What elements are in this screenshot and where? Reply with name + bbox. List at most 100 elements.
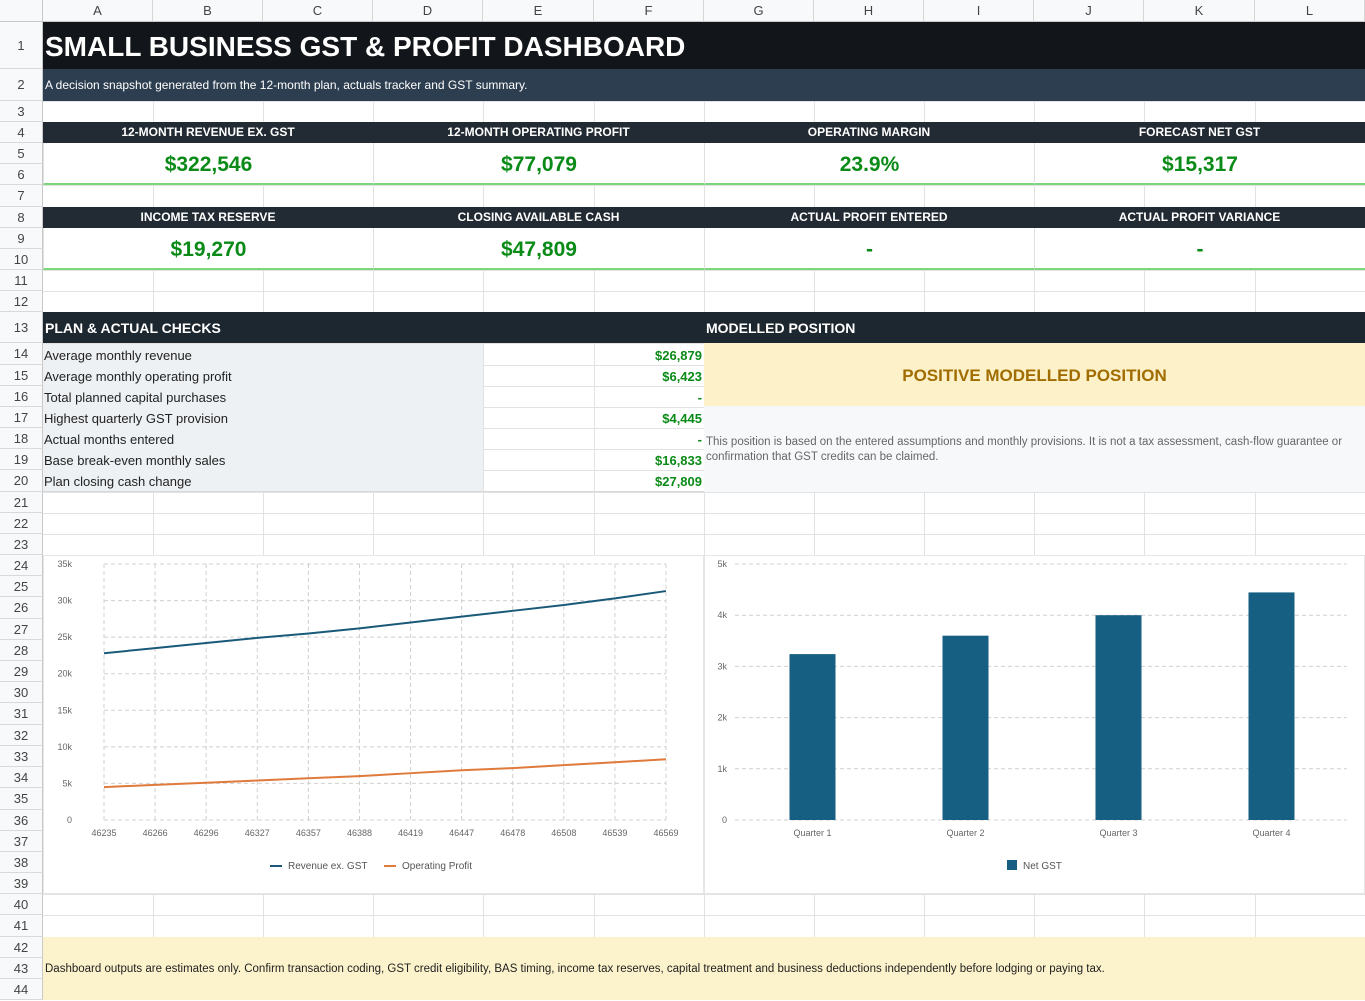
row-header-41[interactable]: 41 <box>0 915 43 937</box>
row-header-40[interactable]: 40 <box>0 894 43 915</box>
check-value-cash-change[interactable]: $27,809 <box>655 474 702 489</box>
y-tick-label: 30k <box>57 596 72 606</box>
column-header-j[interactable]: J <box>1034 0 1144 22</box>
check-label-cash-change[interactable]: Plan closing cash change <box>43 470 483 491</box>
column-gridline <box>594 22 595 1000</box>
check-label-avg-revenue[interactable]: Average monthly revenue <box>43 344 483 365</box>
row-header-14[interactable]: 14 <box>0 343 43 365</box>
x-tick-label: Quarter 4 <box>1252 828 1290 838</box>
check-label-break-even[interactable]: Base break-even monthly sales <box>43 449 483 470</box>
row-gridline <box>43 513 1365 514</box>
row-header-28[interactable]: 28 <box>0 640 43 661</box>
row-header-32[interactable]: 32 <box>0 725 43 746</box>
row-header-29[interactable]: 29 <box>0 661 43 682</box>
kpi-label-operating-margin: OPERATING MARGIN <box>704 122 1034 143</box>
row-header-17[interactable]: 17 <box>0 407 43 428</box>
check-label-quarterly-gst[interactable]: Highest quarterly GST provision <box>43 407 483 428</box>
row-header-42[interactable]: 42 <box>0 937 43 958</box>
row-header-37[interactable]: 37 <box>0 831 43 852</box>
row-header-36[interactable]: 36 <box>0 810 43 831</box>
row-header-43[interactable]: 43 <box>0 958 43 979</box>
series-line-revenue <box>103 590 667 655</box>
row-header-8[interactable]: 8 <box>0 207 43 228</box>
row-header-4[interactable]: 4 <box>0 122 43 143</box>
y-tick-label: 0 <box>722 815 727 825</box>
row-header-26[interactable]: 26 <box>0 597 43 619</box>
column-gridline <box>924 22 925 1000</box>
x-tick-label: Quarter 3 <box>1099 828 1137 838</box>
row-header-22[interactable]: 22 <box>0 513 43 534</box>
column-header-i[interactable]: I <box>924 0 1034 22</box>
bar-net-gst <box>1095 615 1142 820</box>
column-header-g[interactable]: G <box>704 0 814 22</box>
kpi-label-closing-cash: CLOSING AVAILABLE CASH <box>373 207 704 228</box>
row-header-34[interactable]: 34 <box>0 767 43 788</box>
x-tick-label: 46478 <box>500 828 525 838</box>
row-header-12[interactable]: 12 <box>0 291 43 312</box>
row-header-33[interactable]: 33 <box>0 746 43 767</box>
row-header-15[interactable]: 15 <box>0 365 43 386</box>
select-all-corner[interactable] <box>0 0 43 22</box>
row-header-25[interactable]: 25 <box>0 576 43 597</box>
row-header-38[interactable]: 38 <box>0 852 43 873</box>
check-value-actual-months[interactable]: - <box>697 432 702 447</box>
column-header-l[interactable]: L <box>1255 0 1365 22</box>
check-label-capital-purchases[interactable]: Total planned capital purchases <box>43 386 483 407</box>
row-header-6[interactable]: 6 <box>0 164 43 185</box>
check-value-avg-revenue[interactable]: $26,879 <box>655 348 702 363</box>
checks-heading: PLAN & ACTUAL CHECKS <box>43 312 704 343</box>
row-header-1[interactable]: 1 <box>0 22 43 69</box>
row-header-39[interactable]: 39 <box>0 873 43 894</box>
column-header-f[interactable]: F <box>594 0 704 22</box>
row-header-10[interactable]: 10 <box>0 249 43 270</box>
row-header-31[interactable]: 31 <box>0 703 43 725</box>
row-header-13[interactable]: 13 <box>0 312 43 343</box>
x-tick-label: 46447 <box>449 828 474 838</box>
row-header-27[interactable]: 27 <box>0 619 43 640</box>
column-header-a[interactable]: A <box>43 0 153 22</box>
column-gridline <box>1034 22 1035 1000</box>
row-header-23[interactable]: 23 <box>0 534 43 555</box>
row-gridline <box>43 101 1365 102</box>
y-tick-label: 20k <box>57 669 72 679</box>
check-label-actual-months[interactable]: Actual months entered <box>43 428 483 449</box>
net-gst-chart[interactable]: 0 1k 2k 3k 4k 5k Quarter 1 Quarter 2 Quarter 3 Qu… <box>704 555 1365 894</box>
check-value-break-even[interactable]: $16,833 <box>655 453 702 468</box>
column-header-b[interactable]: B <box>153 0 263 22</box>
column-gridline <box>373 22 374 1000</box>
y-tick-label: 35k <box>57 559 72 569</box>
column-header-c[interactable]: C <box>263 0 373 22</box>
check-label-avg-profit[interactable]: Average monthly operating profit <box>43 365 483 386</box>
row-header-35[interactable]: 35 <box>0 788 43 810</box>
column-gridline <box>263 22 264 1000</box>
row-header-19[interactable]: 19 <box>0 449 43 470</box>
row-header-44[interactable]: 44 <box>0 979 43 1000</box>
row-header-30[interactable]: 30 <box>0 682 43 703</box>
row-gridline <box>43 915 1365 916</box>
row-header-24[interactable]: 24 <box>0 555 43 576</box>
checks-table <box>43 343 704 492</box>
row-header-16[interactable]: 16 <box>0 386 43 407</box>
column-header-d[interactable]: D <box>373 0 483 22</box>
column-gridline <box>1144 22 1145 1000</box>
row-gridline <box>43 894 1365 895</box>
check-value-quarterly-gst[interactable]: $4,445 <box>662 411 702 426</box>
row-header-20[interactable]: 20 <box>0 470 43 492</box>
row-header-5[interactable]: 5 <box>0 143 43 164</box>
row-header-9[interactable]: 9 <box>0 228 43 249</box>
row-header-21[interactable]: 21 <box>0 492 43 513</box>
kpi-label-income-tax-reserve: INCOME TAX RESERVE <box>43 207 373 228</box>
check-value-avg-profit[interactable]: $6,423 <box>662 369 702 384</box>
column-header-e[interactable]: E <box>483 0 594 22</box>
row-header-7[interactable]: 7 <box>0 185 43 207</box>
x-tick-label: 46539 <box>602 828 627 838</box>
dashboard-subtitle: A decision snapshot generated from the 1… <box>43 69 1365 101</box>
check-value-capital-purchases[interactable]: - <box>697 390 702 405</box>
row-header-11[interactable]: 11 <box>0 270 43 291</box>
row-header-2[interactable]: 2 <box>0 69 43 101</box>
revenue-profit-chart[interactable]: 0 5k 10k 15k 20k 25k 30k 35k 46235 46266 46296 4632… <box>43 555 704 894</box>
column-header-k[interactable]: K <box>1144 0 1255 22</box>
row-header-18[interactable]: 18 <box>0 428 43 449</box>
column-header-h[interactable]: H <box>814 0 924 22</box>
row-header-3[interactable]: 3 <box>0 101 43 122</box>
